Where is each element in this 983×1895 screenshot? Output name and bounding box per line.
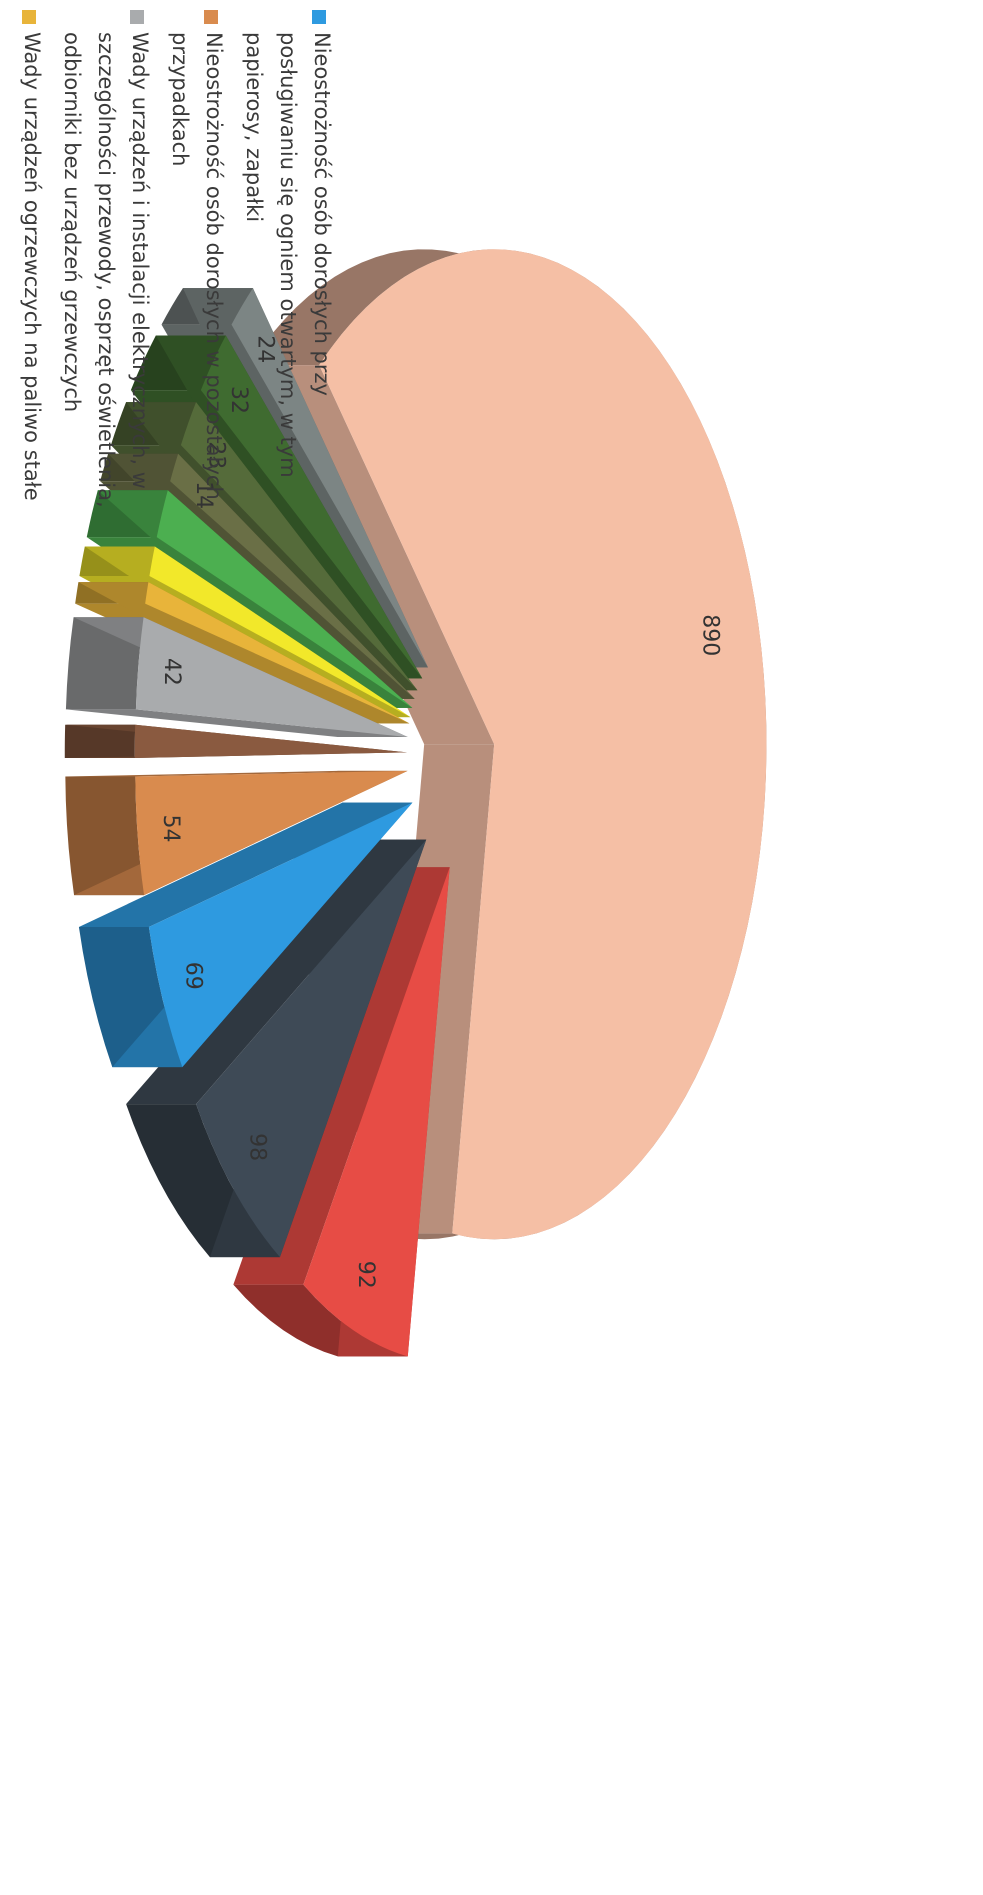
pie-slice [148,802,413,1068]
legend-label: posługiwaniu się ogniem otwartym, w tym [276,32,300,478]
legend-swatch [312,10,326,24]
pie-slice-side [65,617,144,710]
pie-slice-wall [84,546,411,718]
legend-label: papierosy, zapałki [242,32,266,222]
legend-swatch [130,10,144,24]
data-label: 32 [226,386,251,414]
pie-slice [134,724,408,759]
pie-slice [319,249,767,1240]
pie-slice [156,490,413,708]
pie-slice [180,402,418,691]
pie-slice [196,839,427,1258]
pie-slice [231,288,428,668]
legend-label: Nieostrożność osób dorosłych przy [310,32,334,396]
legend-swatch [22,10,36,24]
pie-slice [200,335,423,679]
legend-swatch [204,10,218,24]
pie-slice-wall [78,582,410,724]
legend-label: szczególności przewody, osprzęt oświetle… [94,32,118,508]
data-label: 890 [697,614,722,656]
pie-slice [303,867,450,1357]
data-label: 69 [181,962,206,990]
pie-slice [145,582,410,724]
pie-slice [149,546,411,718]
pie-slice [170,453,415,699]
data-label: 92 [353,1261,378,1289]
pie-slice-wall [78,802,413,927]
pie-slice-wall [126,402,418,691]
data-label: 24 [252,335,277,363]
pie-slice-wall [65,770,408,777]
pie-slice [135,770,408,896]
data-label: 14 [191,481,216,509]
legend-label: odbiorniki bez urządzeń grzewczych [60,32,84,412]
data-label: 54 [158,814,183,842]
data-label: 42 [159,658,184,686]
data-label: 98 [244,1133,269,1161]
legend-label: Nieostrożność osób dorosłych w pozostały… [202,32,226,500]
legend-label: przypadkach [168,32,192,166]
legend: Nieostrożność osób dorosłych przy posługi… [20,10,334,508]
legend-label: Wady urządzeń ogrzewczych na paliwo stał… [20,32,44,501]
pie-slice-wall [65,709,408,738]
legend-label: Wady urządzeń i instalacji elektrycznych… [128,32,152,489]
pie-slice-wall [155,335,423,679]
pie-slice-side [65,776,145,896]
pie-slice-side [64,724,136,759]
pie-slice-side [249,249,767,1240]
pie-slice [135,617,408,738]
data-label: 23 [204,441,229,469]
